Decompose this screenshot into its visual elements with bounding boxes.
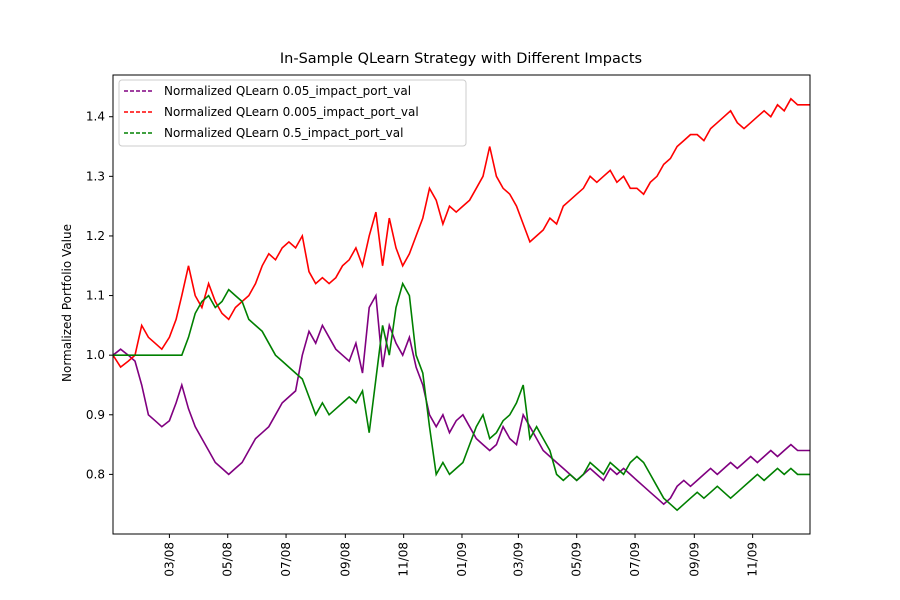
y-tick-label: 1.4 (86, 110, 105, 124)
series-line-2 (113, 97, 810, 369)
series-line-1 (113, 292, 810, 506)
legend: Normalized QLearn 0.05_impact_port_val No… (118, 79, 467, 147)
legend-label-2: Normalized QLearn 0.005_impact_port_val (164, 105, 419, 119)
x-tick-label: 05/09 (570, 542, 584, 577)
x-tick-label: 11/09 (746, 542, 760, 577)
x-tick-label: 03/08 (162, 542, 176, 577)
y-tick-label: 0.9 (86, 408, 105, 422)
x-tick-label: 09/08 (338, 542, 352, 577)
y-axis-label: Normalized Portfolio Value (60, 224, 74, 382)
series-line-3 (113, 281, 810, 512)
x-tick-label: 07/08 (279, 542, 293, 577)
legend-label-3: Normalized QLearn 0.5_impact_port_val (164, 126, 403, 140)
y-axis: 0.8 0.9 1.0 1.1 1.2 1.3 1.4 (86, 110, 113, 481)
y-tick-label: 0.8 (86, 467, 105, 481)
x-tick-label: 01/09 (455, 542, 469, 577)
y-tick-label: 1.2 (86, 229, 105, 243)
y-tick-label: 1.1 (86, 289, 105, 303)
x-tick-label: 09/09 (687, 542, 701, 577)
legend-box (118, 79, 467, 147)
x-tick-label: 11/08 (397, 542, 411, 577)
x-tick-label: 03/09 (511, 542, 525, 577)
x-tick-label: 05/08 (221, 542, 235, 577)
y-tick-label: 1.0 (86, 348, 105, 362)
chart-title: In-Sample QLearn Strategy with Different… (280, 51, 642, 67)
series-layer (113, 97, 810, 512)
legend-label-1: Normalized QLearn 0.05_impact_port_val (164, 84, 411, 98)
x-tick-label: 07/09 (628, 542, 642, 577)
y-tick-label: 1.3 (86, 169, 105, 183)
x-axis: 03/08 05/08 07/08 09/08 11/08 01/09 03/09 05/09… (162, 534, 760, 577)
